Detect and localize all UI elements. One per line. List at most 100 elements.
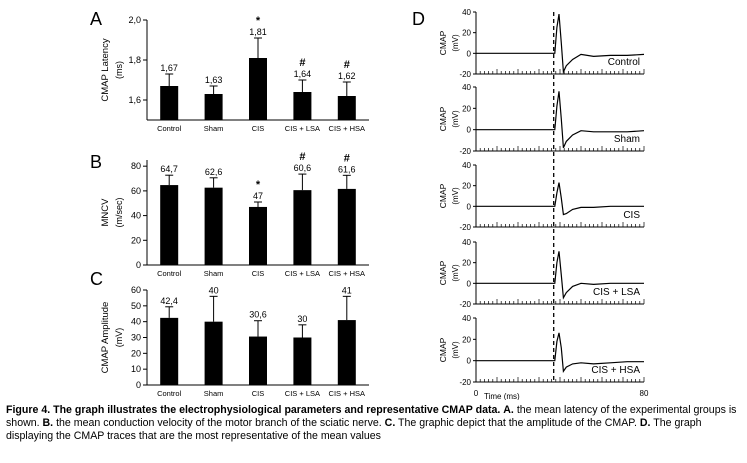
y-tick-label: 1,8: [128, 55, 141, 65]
bar-control: [160, 86, 179, 120]
caption-c-text: The graphic depict that the amplitude of…: [398, 417, 637, 429]
x-tick-label: CIS: [252, 124, 265, 133]
y-tick-label: 1,6: [128, 95, 141, 105]
trace-y-axis-label: CMAP: [438, 337, 448, 362]
bar-cis: [249, 206, 267, 265]
trace-y-tick-label: 20: [462, 259, 471, 268]
y-axis-label: CMAP Amplitude: [100, 302, 111, 374]
y-tick-label: 0: [136, 260, 141, 270]
trace-y-tick-label: 0: [467, 49, 472, 58]
trace-y-axis-label: CMAP: [438, 260, 448, 285]
trace-x-axis-label: Time (ms): [484, 392, 520, 400]
trace-y-axis-unit: (mV): [451, 264, 460, 282]
significance-mark: #: [344, 59, 350, 71]
y-tick-label: 20: [131, 348, 141, 358]
y-axis-label: CMAP Latency: [100, 38, 111, 101]
trace-label: CIS + LSA: [593, 287, 640, 298]
y-tick-label: 10: [131, 364, 141, 374]
caption-a-text: the mean latency of the experimental gro…: [6, 404, 737, 429]
significance-mark: #: [344, 152, 350, 164]
x-tick-label: Sham: [204, 124, 224, 133]
y-axis-unit: (mV): [114, 328, 124, 348]
panel-letter-C: C: [90, 269, 103, 289]
bar-cis-lsa: [293, 92, 312, 120]
trace-y-tick-label: -20: [459, 300, 471, 309]
trace-label: Sham: [614, 134, 640, 145]
y-axis-unit: (m/sec): [114, 198, 124, 228]
trace-y-axis-unit: (mV): [451, 110, 460, 128]
x-tick-label: Sham: [204, 389, 224, 398]
value-label: 60,6: [294, 163, 312, 173]
significance-mark: #: [299, 57, 305, 69]
caption-c-label: C.: [384, 417, 396, 429]
y-tick-label: 80: [131, 161, 141, 171]
value-label: 47: [253, 191, 263, 201]
cmap-trace-cis: [476, 182, 644, 216]
x-tick-label: CIS + HSA: [329, 389, 365, 398]
cmap-trace-control: [476, 14, 645, 75]
value-label: 42,4: [160, 296, 178, 306]
x-tick-label: CIS + LSA: [285, 269, 320, 278]
value-label: 62,6: [205, 167, 223, 177]
caption-figure-label: Figure 4. The graph illustrates the elec…: [6, 404, 501, 416]
trace-y-axis-label: CMAP: [438, 30, 448, 55]
significance-mark: #: [299, 151, 305, 163]
trace-label: CIS: [623, 210, 640, 221]
value-label: 1,64: [294, 69, 312, 79]
trace-y-tick-label: -20: [459, 378, 471, 387]
cmap-trace-sham: [476, 91, 645, 149]
x-tick-label: CIS + HSA: [329, 124, 365, 133]
trace-y-tick-label: -20: [459, 70, 471, 79]
caption-b-label: B.: [42, 417, 54, 429]
trace-y-tick-label: -20: [459, 147, 471, 156]
trace-y-tick-label: 0: [467, 202, 472, 211]
panel-letter-D: D: [412, 9, 425, 29]
trace-y-tick-label: 20: [462, 29, 471, 38]
trace-label: CIS + HSA: [591, 365, 640, 376]
cmap-trace-cis-hsa: [476, 332, 644, 374]
bar-cis-hsa: [337, 96, 356, 120]
caption-d-label: D.: [639, 417, 651, 429]
panel-letter-A: A: [90, 9, 102, 29]
value-label: 61,6: [338, 164, 356, 174]
trace-y-tick-label: 40: [462, 161, 471, 170]
bar-control: [160, 185, 179, 265]
caption-a-label: A.: [503, 404, 514, 416]
value-label: 1,81: [249, 27, 267, 37]
bar-sham: [204, 187, 223, 265]
trace-y-tick-label: 20: [462, 335, 471, 344]
bar-control: [160, 317, 179, 385]
figure-canvas: A 1,6 1,8 2,0 CMAP Latency (ms) 1,67 Control 1,6…: [90, 8, 649, 400]
y-tick-label: 60: [131, 186, 141, 196]
y-tick-label: 2,0: [128, 15, 141, 25]
y-axis-unit: (ms): [114, 61, 124, 79]
y-tick-label: 40: [131, 211, 141, 221]
x-tick-label: CIS: [252, 269, 265, 278]
panel-letter-B: B: [90, 152, 102, 172]
x-tick-label: Control: [157, 124, 182, 133]
significance-mark: *: [256, 179, 261, 191]
trace-y-tick-label: 40: [462, 83, 471, 92]
x-tick-label: CIS + HSA: [329, 269, 365, 278]
bar-cis-hsa: [337, 320, 356, 385]
cmap-trace-cis-lsa: [476, 251, 644, 300]
y-tick-label: 30: [131, 333, 141, 343]
trace-y-axis-unit: (mV): [451, 341, 460, 359]
value-label: 1,62: [338, 71, 356, 81]
trace-x-tick-label: 80: [640, 389, 649, 398]
bar-cis-hsa: [337, 188, 356, 265]
trace-x-tick-label: 0: [474, 389, 479, 398]
y-tick-label: 20: [131, 235, 141, 245]
x-tick-label: Control: [157, 389, 182, 398]
trace-y-axis-unit: (mV): [451, 187, 460, 205]
value-label: 1,63: [205, 75, 223, 85]
value-label: 41: [342, 285, 352, 295]
x-tick-label: Control: [157, 269, 182, 278]
trace-y-tick-label: 0: [467, 126, 472, 135]
bar-cis-lsa: [293, 190, 312, 265]
trace-y-axis-unit: (mV): [451, 34, 460, 52]
y-tick-label: 0: [136, 380, 141, 390]
y-axis-label: MNCV: [100, 198, 111, 227]
trace-y-axis-label: CMAP: [438, 183, 448, 208]
bar-cis-lsa: [293, 337, 312, 385]
